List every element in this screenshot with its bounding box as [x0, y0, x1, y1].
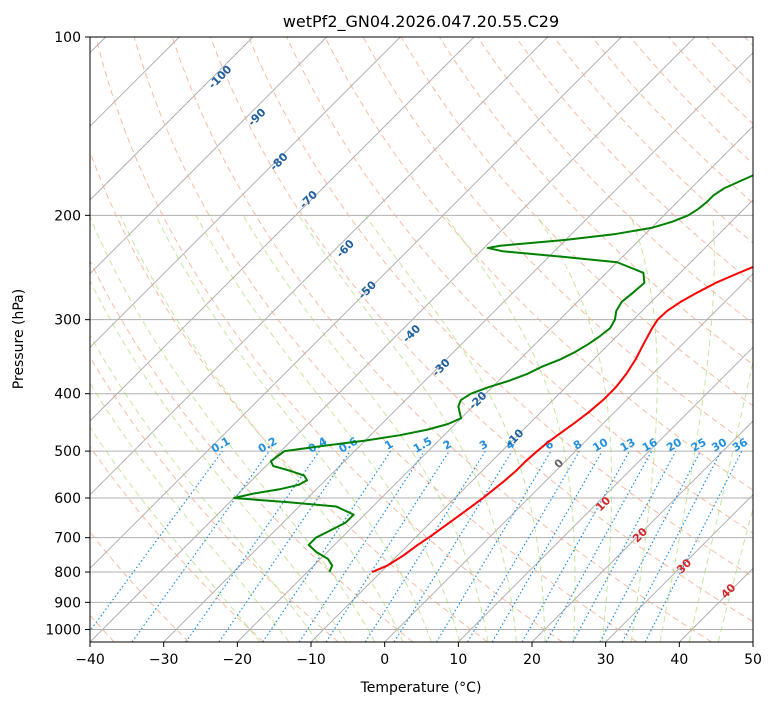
mixing-ratio-line	[325, 450, 450, 642]
moist-adiabat-line	[155, 215, 432, 642]
isotherm-line	[163, 51, 753, 642]
x-tick-label: 20	[523, 652, 541, 668]
moist-adiabat-line	[536, 215, 613, 642]
plot-area: 0.1 0.2 0.4 0.6 1 1.5 2 3 4 6 8 10 13 16 20 25 30 36-100-…	[90, 37, 753, 642]
chart-title: wetPf2_GN04.2026.047.20.55.C29	[283, 12, 559, 32]
dry-adiabat-line	[90, 259, 414, 642]
isotherm-line	[90, 37, 401, 349]
y-tick-label: 300	[54, 313, 81, 329]
moist-adiabat-line	[90, 215, 376, 642]
isotherm-grid	[90, 37, 753, 642]
mixing-ratio-line	[521, 450, 631, 642]
mixing-ratio-line	[545, 450, 653, 642]
isotherm-line	[90, 37, 475, 422]
mixing-ratio-line	[218, 450, 351, 642]
dry-adiabat-line	[90, 445, 264, 642]
axis-ticks: −40 −30 −20 −10 0 10 20 30 40 50 100 200 300 400 500 60…	[45, 30, 762, 668]
isotherm-line	[531, 420, 753, 642]
y-tick-label: 900	[54, 595, 81, 611]
series-layer	[232, 174, 753, 573]
x-tick-label: 0	[380, 652, 389, 668]
x-tick-label: 40	[670, 652, 688, 668]
mixing-ratio-line	[572, 450, 677, 642]
temperature-profile-line	[371, 265, 753, 573]
dry-adiabat-line	[133, 37, 638, 642]
y-tick-label: 700	[54, 531, 81, 547]
dry-adiabat-line	[210, 37, 753, 623]
x-tick-label: 50	[744, 652, 762, 668]
mixing-ratio-line	[364, 450, 486, 642]
x-tick-label: 30	[597, 652, 615, 668]
x-tick-label: −10	[296, 652, 326, 668]
dry-adiabat-line	[362, 37, 753, 449]
dry-adiabat-line	[591, 37, 753, 204]
moist-adiabat-line	[630, 215, 658, 642]
dry-adiabat-line	[95, 37, 563, 642]
isotherm-line	[605, 493, 753, 642]
y-tick-label: 500	[54, 444, 81, 460]
isotherm-line	[90, 37, 549, 496]
y-axis-label: Pressure (hPa)	[11, 289, 27, 389]
mixing-ratio-line	[185, 450, 320, 642]
isotherm-line	[90, 37, 696, 642]
x-tick-label: 10	[449, 652, 467, 668]
isotherm-line	[90, 37, 254, 201]
dewpoint-profile-line	[232, 174, 753, 573]
dry-adiabat-line	[324, 37, 753, 491]
dry-adiabat-line	[400, 37, 753, 407]
x-tick-label: −30	[149, 652, 179, 668]
moist-adiabat-line	[90, 279, 347, 642]
moist-adiabat-line	[659, 215, 715, 642]
isotherm-line	[90, 37, 622, 570]
isotherm-line	[90, 37, 328, 275]
mixing-ratio-lines	[90, 450, 743, 642]
dry-adiabat-line	[629, 37, 753, 165]
mixing-ratio-line	[393, 450, 513, 642]
y-tick-label: 400	[54, 387, 81, 403]
isotherm-line	[457, 346, 753, 642]
isobar-grid	[90, 37, 753, 630]
y-tick-label: 100	[54, 30, 81, 46]
moist-adiabat-line	[242, 215, 489, 642]
isotherm-line	[236, 125, 753, 642]
moist-adiabat-line	[90, 334, 319, 642]
dry-adiabat-line	[477, 37, 753, 325]
moist-adiabats	[90, 215, 753, 642]
y-tick-label: 800	[54, 565, 81, 581]
isotherm-line	[384, 272, 753, 642]
dry-adiabats	[90, 37, 753, 642]
y-tick-label: 1000	[45, 622, 81, 638]
x-tick-label: −20	[223, 652, 253, 668]
moist-adiabat-line	[120, 215, 404, 642]
moist-adiabat-line	[364, 215, 546, 642]
dry-adiabat-line	[171, 37, 712, 642]
moist-adiabat-line	[90, 426, 261, 642]
y-tick-label: 200	[54, 208, 81, 224]
mixing-ratio-line	[435, 450, 552, 642]
dry-adiabat-line	[515, 37, 753, 284]
moist-adiabat-line	[444, 215, 576, 642]
mixing-ratio-line	[466, 450, 580, 642]
x-tick-label: −40	[75, 652, 105, 668]
mixing-ratio-line	[491, 450, 603, 642]
x-axis-label: Temperature (°C)	[360, 680, 482, 696]
plot-frame	[89, 36, 754, 643]
moist-adiabat-line	[195, 215, 461, 642]
y-tick-label: 600	[54, 491, 81, 507]
dry-adiabat-line	[248, 37, 753, 578]
